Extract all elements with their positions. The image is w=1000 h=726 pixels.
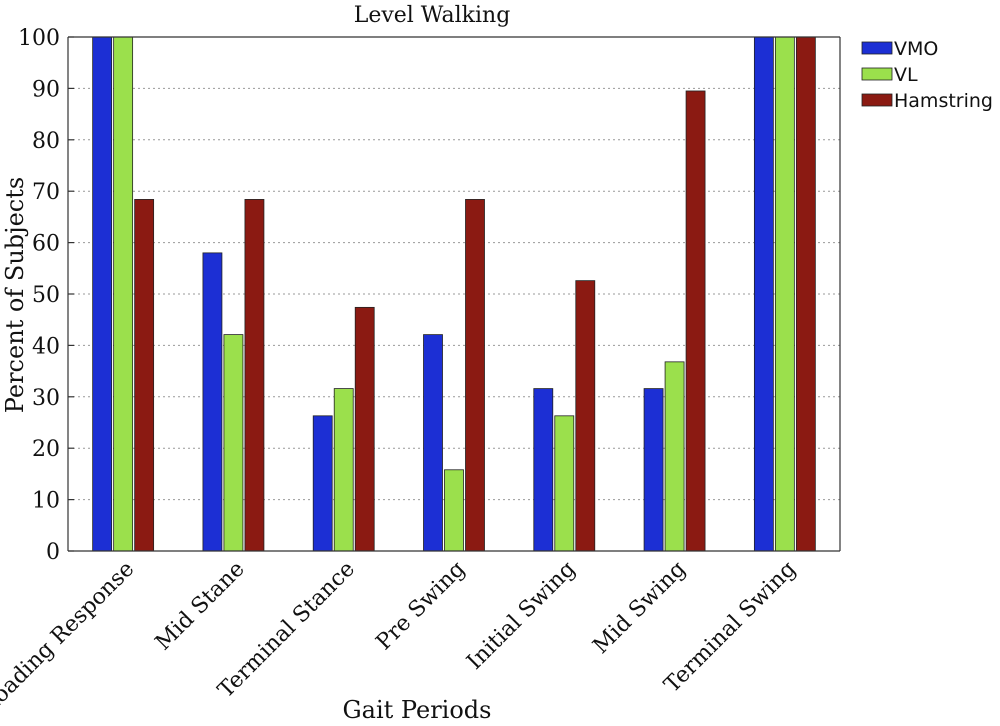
y-tick-label-80: 80: [32, 129, 60, 154]
y-tick-label-70: 70: [32, 180, 60, 205]
x-tick-label-0: Loading Response: [0, 557, 139, 719]
y-tick-label-30: 30: [32, 386, 60, 411]
y-tick-label-20: 20: [32, 437, 60, 462]
bar-vmo-5: [643, 388, 664, 552]
bar-vl-6: [774, 36, 795, 552]
bar-hamstring-4: [575, 280, 596, 552]
x-tick-label-5: Mid Swing: [588, 557, 690, 659]
bar-hamstring-1: [244, 199, 265, 552]
bar-hamstring-2: [354, 306, 375, 552]
bar-vl-4: [554, 415, 575, 552]
bar-vl-0: [113, 36, 134, 552]
bar-vl-1: [223, 334, 244, 552]
bar-vmo-4: [533, 388, 554, 552]
x-tick-label-4: Initial Swing: [462, 557, 580, 675]
legend-label-vl: VL: [894, 64, 918, 86]
bar-hamstring-0: [134, 199, 155, 552]
legend-label-hamstring: Hamstring: [894, 90, 993, 112]
y-tick-label-0: 0: [46, 540, 60, 565]
grid: [68, 87, 840, 501]
bar-hamstring-5: [685, 90, 706, 552]
x-tick-label-3: Pre Swing: [372, 557, 471, 656]
legend-swatch-hamstring: [861, 93, 893, 107]
bar-vmo-2: [312, 415, 333, 552]
bars: [92, 36, 816, 552]
bar-hamstring-6: [795, 36, 816, 552]
bar-vmo-0: [92, 36, 113, 552]
bar-vmo-3: [423, 334, 443, 552]
bar-vmo-1: [202, 252, 223, 552]
bar-vl-3: [444, 469, 464, 552]
bar-vl-5: [664, 361, 685, 552]
bar-hamstring-3: [465, 199, 485, 552]
legend-label-vmo: VMO: [894, 38, 938, 60]
y-tick-label-60: 60: [32, 232, 60, 257]
x-tick-label-1: Mid Stane: [151, 557, 250, 656]
y-tick-label-50: 50: [32, 283, 60, 308]
y-tick-label-10: 10: [32, 489, 60, 514]
bar-vl-2: [333, 388, 354, 552]
legend-swatch-vl: [861, 67, 893, 81]
legend: VMO VL Hamstring: [861, 38, 993, 112]
y-tick-labels: 0 10 20 30 40 50 60 70 80 90 100: [18, 26, 60, 565]
chart-title: Level Walking: [354, 3, 511, 28]
y-axis-label: Percent of Subjects: [1, 177, 29, 413]
axes: [67, 36, 841, 552]
x-axis-label: Gait Periods: [343, 696, 492, 724]
y-tick-label-100: 100: [18, 26, 60, 51]
y-tick-label-90: 90: [32, 77, 60, 102]
bar-vmo-6: [753, 36, 774, 552]
y-tick-label-40: 40: [32, 334, 60, 359]
legend-swatch-vmo: [861, 41, 893, 55]
